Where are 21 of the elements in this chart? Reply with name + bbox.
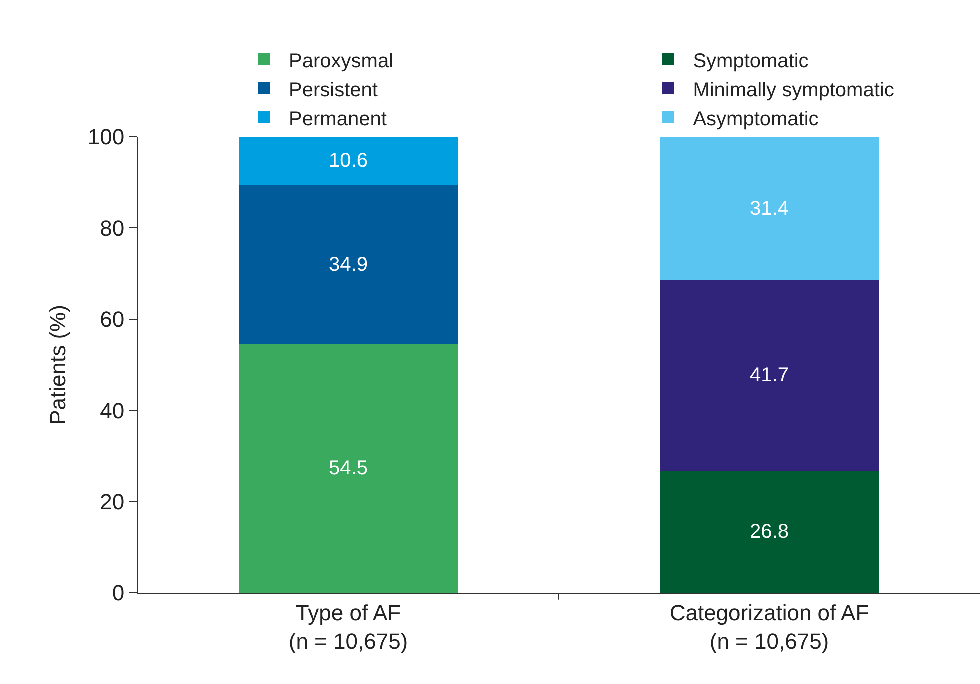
data-label: 10.6 <box>329 150 368 172</box>
data-label: 31.4 <box>750 198 789 220</box>
y-tick-label: 40 <box>100 398 125 424</box>
y-tick-label: 20 <box>100 490 125 514</box>
y-tick-label: 60 <box>100 307 125 332</box>
data-label: 41.7 <box>750 364 789 387</box>
legend-label: Paroxysmal <box>289 50 394 72</box>
x-tick-label: Type of AF (n = 10,675) <box>288 600 408 654</box>
y-tick-label: 80 <box>100 216 125 241</box>
data-label: 26.8 <box>750 520 789 543</box>
legend-label: Permanent <box>289 108 388 130</box>
x-tick-label: Categorization of AF (n = 10,675) <box>670 600 870 654</box>
legend-label: Persistent <box>289 79 378 102</box>
y-tick-label: 100 <box>88 124 125 150</box>
legend-label: Symptomatic <box>693 50 809 72</box>
data-label: 54.5 <box>329 458 368 480</box>
legend-label: Asymptomatic <box>693 108 819 130</box>
legend-label: Minimally symptomatic <box>693 79 894 102</box>
y-tick-label: 0 <box>112 580 125 606</box>
y-axis-title: Patients (%) <box>46 305 71 425</box>
data-label: 34.9 <box>329 254 368 276</box>
